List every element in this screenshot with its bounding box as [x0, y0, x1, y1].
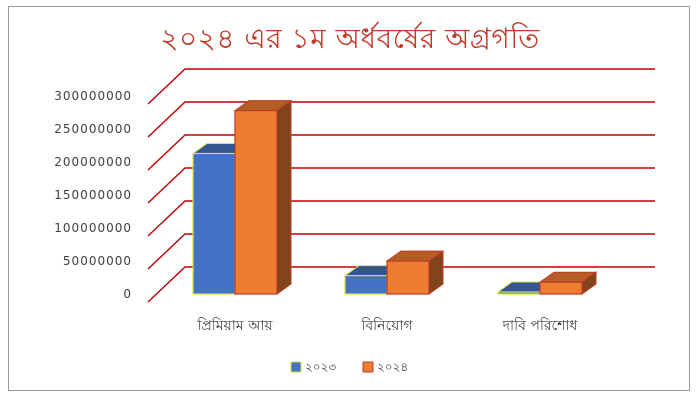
- bar-front: [539, 281, 583, 295]
- gridline: [147, 134, 655, 171]
- grid-layer: [147, 68, 655, 303]
- bar-1-0: [233, 99, 293, 295]
- gridline: [147, 233, 655, 270]
- bar-1-2: [538, 271, 598, 295]
- legend: ২০২৩ ২০২৪: [290, 360, 408, 374]
- gridline: [147, 266, 655, 303]
- bar-1-1: [385, 250, 445, 295]
- legend-label: ২০২৪: [377, 360, 408, 374]
- gridline: [147, 200, 655, 237]
- y-tick-label: 0: [123, 287, 132, 301]
- y-tick-label: 300000000: [54, 89, 132, 103]
- bar-front: [234, 109, 278, 295]
- chart-frame: ২০২৪ এর ১ম অর্ধবর্ষের অগ্রগতি: [8, 6, 690, 391]
- y-tick-label: 50000000: [63, 254, 132, 268]
- legend-label: ২০২৩: [305, 360, 336, 374]
- y-tick-label: 100000000: [54, 221, 132, 235]
- gridline: [147, 68, 655, 105]
- category-label: প্রিমিয়াম আয়: [196, 317, 273, 334]
- category-labels: প্রিমিয়াম আয় বিনিয়োগ দাবি পরিশোধ: [196, 317, 578, 334]
- bar-side: [276, 99, 292, 295]
- legend-swatch: [290, 361, 302, 373]
- category-label: দাবি পরিশোধ: [502, 317, 579, 334]
- chart-title: ২০২৪ এর ১ম অর্ধবর্ষের অগ্রগতি: [160, 22, 540, 55]
- gridline: [147, 101, 655, 138]
- bar-front: [192, 152, 236, 295]
- category-label: বিনিয়োগ: [360, 317, 413, 334]
- y-tick-labels: 0 50000000 100000000 150000000 200000000 2500…: [54, 89, 132, 301]
- y-tick-label: 150000000: [54, 188, 132, 202]
- bar-front: [344, 275, 388, 295]
- y-tick-label: 200000000: [54, 155, 132, 169]
- bar-front: [497, 291, 541, 295]
- bars-layer: [191, 99, 598, 295]
- y-tick-label: 250000000: [54, 122, 132, 136]
- legend-swatch: [362, 361, 374, 373]
- gridline: [147, 167, 655, 204]
- bar-front: [386, 260, 430, 295]
